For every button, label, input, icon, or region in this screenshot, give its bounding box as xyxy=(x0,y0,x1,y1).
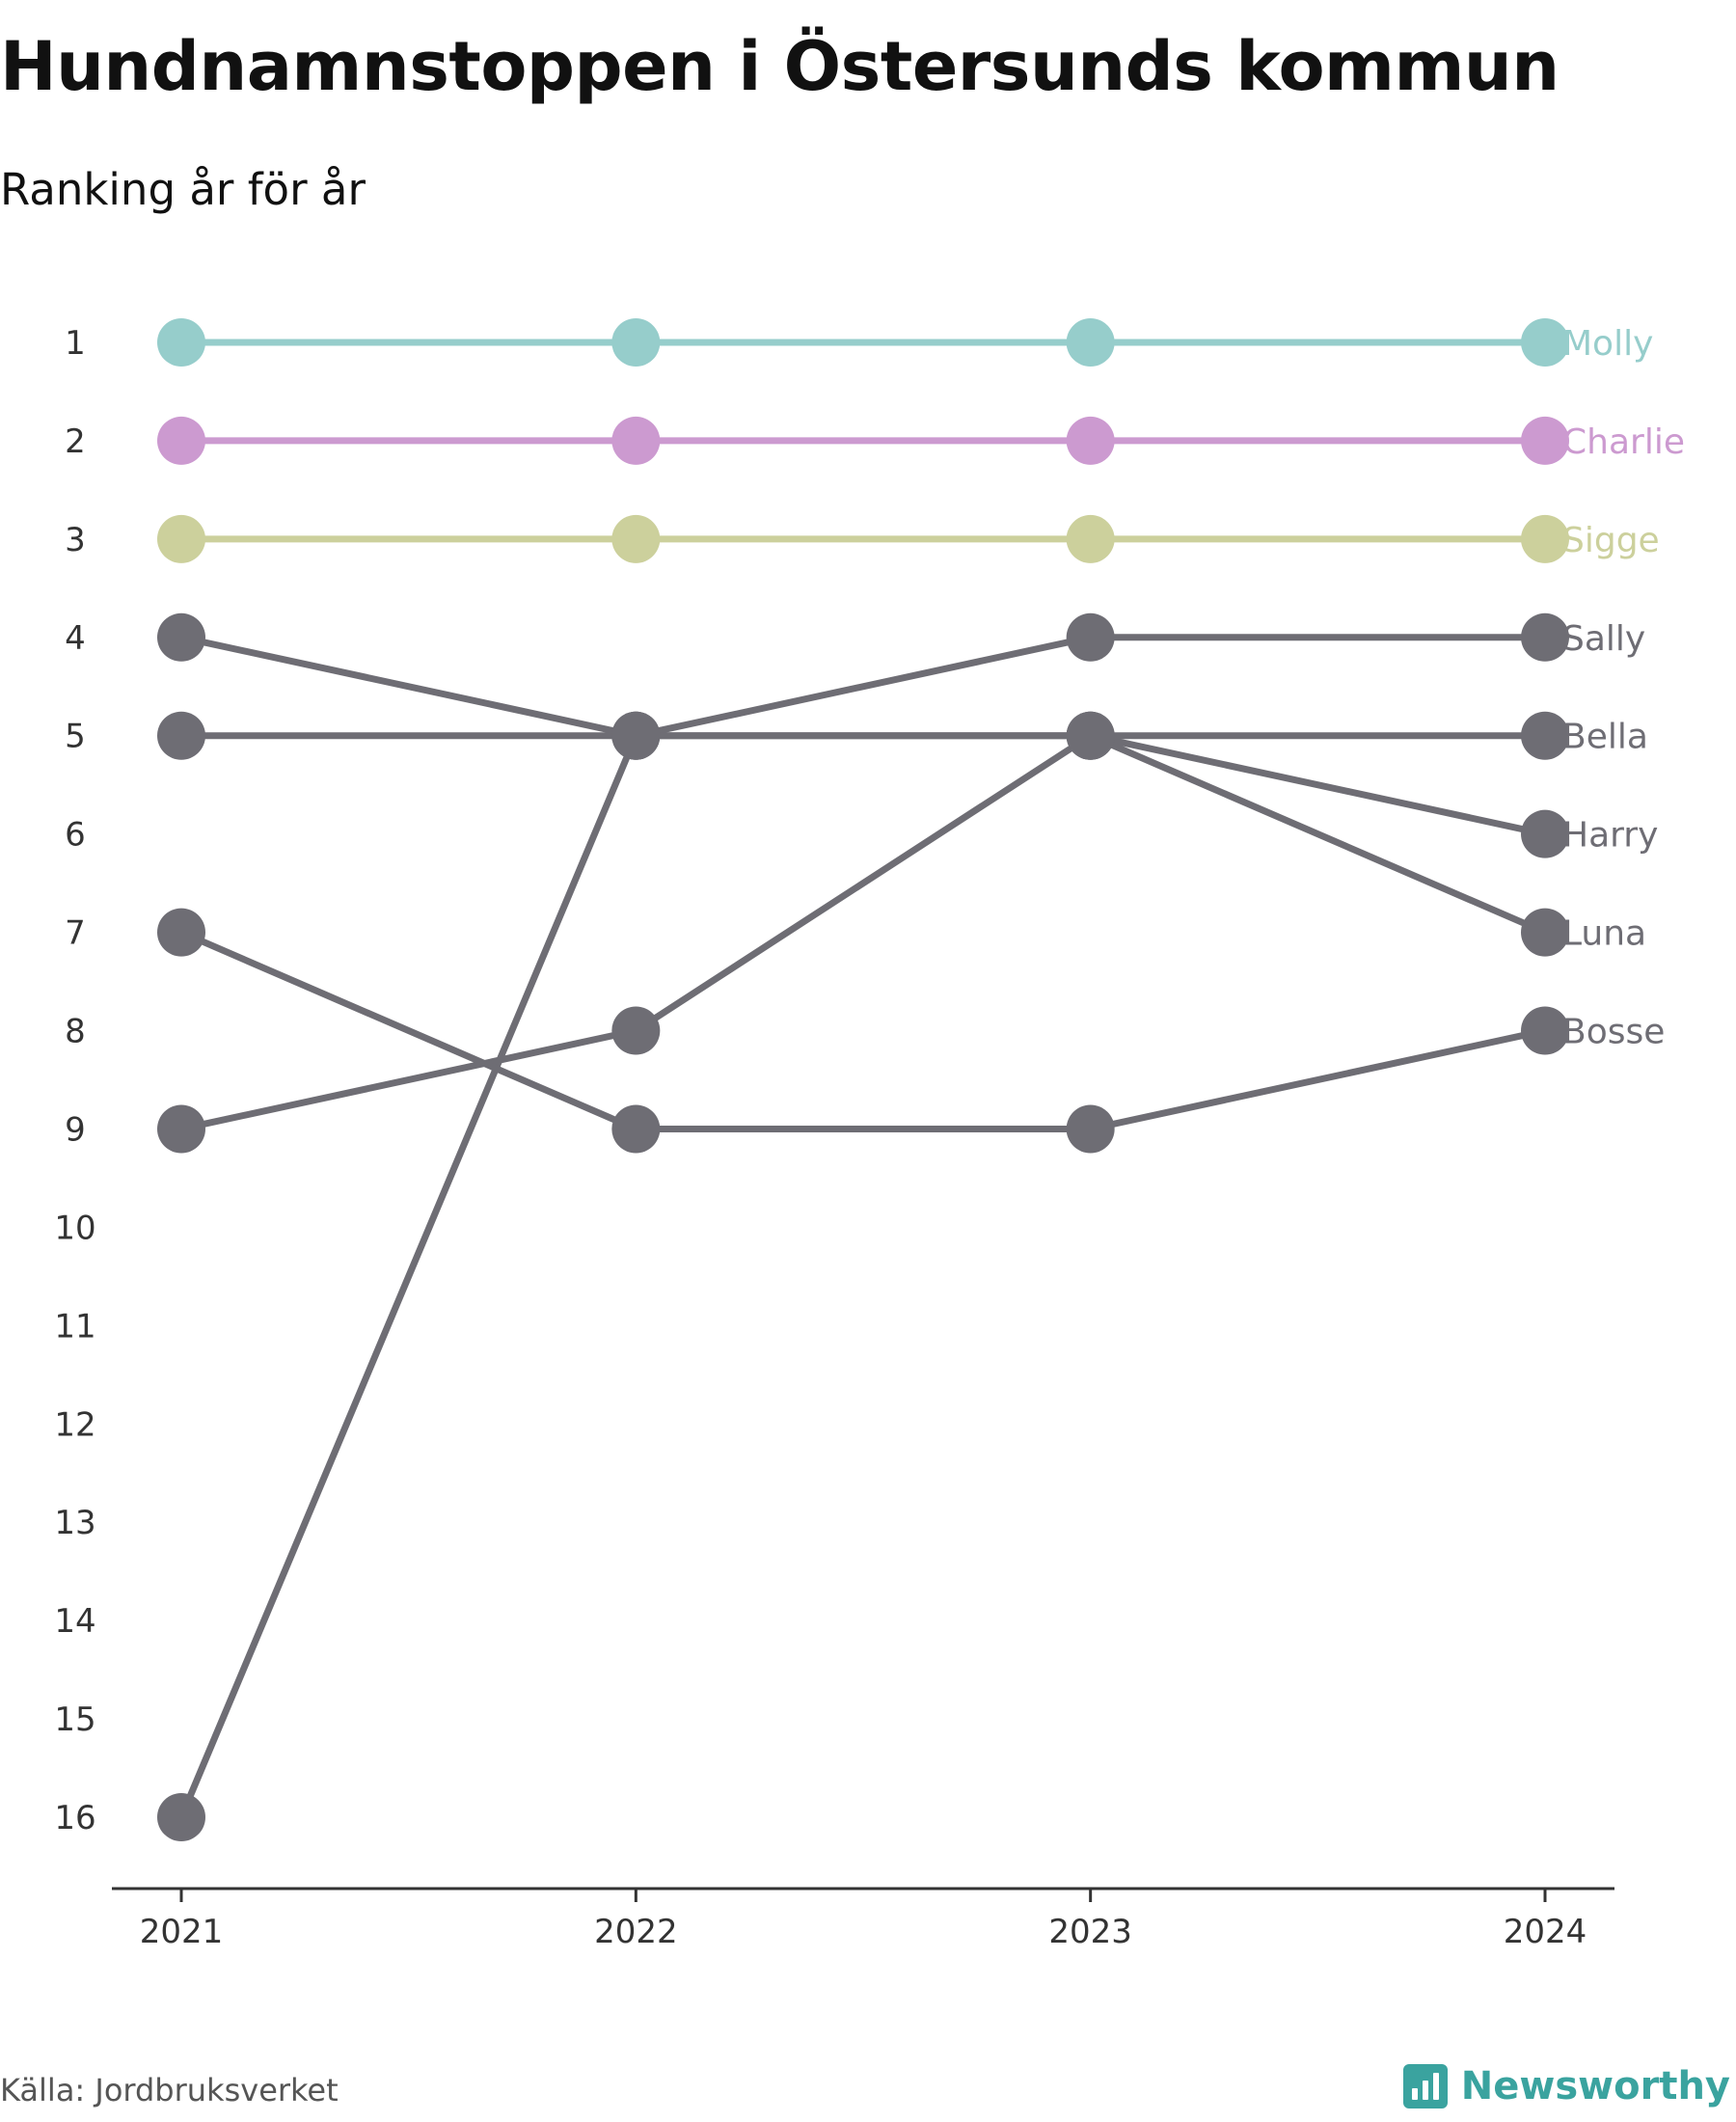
point-harry-2022 xyxy=(611,1006,661,1055)
y-tick-label-8: 8 xyxy=(65,1013,86,1051)
x-tick-label-2021: 2021 xyxy=(140,1913,224,1951)
y-tick-label-2: 2 xyxy=(65,422,86,461)
point-charlie-2024 xyxy=(1521,416,1569,465)
y-tick-label-5: 5 xyxy=(65,718,86,756)
x-tick-label-2024: 2024 xyxy=(1504,1913,1587,1951)
y-tick-label-14: 14 xyxy=(54,1602,95,1641)
point-sally-2021 xyxy=(157,1793,205,1841)
end-label-charlie: Charlie xyxy=(1562,422,1685,462)
point-sally-2024 xyxy=(1521,612,1569,662)
point-bella-2021 xyxy=(157,711,205,760)
brand-name: Newsworthy xyxy=(1460,2064,1730,2108)
point-charlie-2022 xyxy=(611,416,661,465)
point-molly-2024 xyxy=(1521,318,1569,367)
end-label-luna: Luna xyxy=(1562,914,1646,954)
end-label-bella: Bella xyxy=(1562,718,1648,757)
x-tick-label-2023: 2023 xyxy=(1048,1913,1132,1951)
point-bosse-2024 xyxy=(1521,1006,1569,1055)
point-sigge-2023 xyxy=(1066,514,1115,563)
end-label-sigge: Sigge xyxy=(1562,521,1660,560)
point-bosse-2022 xyxy=(611,1104,661,1154)
end-label-molly: Molly xyxy=(1562,324,1653,364)
point-sigge-2022 xyxy=(611,514,661,563)
y-tick-label-13: 13 xyxy=(54,1504,95,1542)
point-sally-2023 xyxy=(1066,612,1115,662)
point-sigge-2024 xyxy=(1521,514,1569,563)
point-luna-2024 xyxy=(1521,908,1569,957)
point-sigge-2021 xyxy=(157,514,205,563)
y-tick-label-4: 4 xyxy=(65,619,86,658)
y-tick-label-9: 9 xyxy=(65,1110,86,1149)
point-charlie-2023 xyxy=(1066,416,1115,465)
y-tick-label-12: 12 xyxy=(54,1405,95,1444)
x-tick-label-2022: 2022 xyxy=(594,1913,678,1951)
series-line-luna xyxy=(177,634,1549,937)
point-molly-2022 xyxy=(611,318,661,367)
point-luna-2021 xyxy=(157,612,205,662)
y-tick-label-16: 16 xyxy=(54,1799,95,1837)
point-bosse-2023 xyxy=(1066,1104,1115,1154)
y-tick-label-7: 7 xyxy=(65,914,86,953)
series-line-harry xyxy=(177,732,1549,1132)
source-note: Källa: Jordbruksverket xyxy=(0,2072,339,2108)
bar-chart-icon xyxy=(1402,2064,1448,2108)
series-line-sally xyxy=(177,634,1549,1821)
series-lines xyxy=(177,339,1549,1821)
x-axis-ticks: 2021 2022 2023 2024 xyxy=(140,1889,1587,1951)
y-tick-label-6: 6 xyxy=(65,816,86,855)
point-bella-2024 xyxy=(1521,711,1569,760)
point-luna-2023 xyxy=(1066,711,1115,760)
chart-subtitle: Ranking år för år xyxy=(0,164,366,215)
end-label-sally: Sally xyxy=(1562,619,1645,659)
y-tick-label-3: 3 xyxy=(65,521,86,559)
y-tick-label-11: 11 xyxy=(54,1307,95,1346)
point-molly-2023 xyxy=(1066,318,1115,367)
point-bosse-2021 xyxy=(157,908,205,957)
y-tick-label-15: 15 xyxy=(54,1700,95,1739)
end-label-harry: Harry xyxy=(1562,816,1658,856)
y-tick-label-10: 10 xyxy=(54,1209,95,1247)
series-points xyxy=(157,318,1569,1841)
chart-title: Hundnamnstoppen i Östersunds kommun xyxy=(0,27,1560,106)
point-harry-2021 xyxy=(157,1104,205,1154)
point-harry-2024 xyxy=(1521,809,1569,858)
point-luna-2022 xyxy=(611,711,661,760)
y-tick-label-1: 1 xyxy=(65,324,86,363)
point-molly-2021 xyxy=(157,318,205,367)
series-end-labels: Molly Charlie Sigge Sally Bella Harry Luna Boss… xyxy=(1562,324,1685,1052)
series-line-bosse xyxy=(177,929,1549,1132)
point-charlie-2021 xyxy=(157,416,205,465)
end-label-bosse: Bosse xyxy=(1562,1013,1665,1052)
brand-logo: Newsworthy xyxy=(1402,2064,1730,2108)
